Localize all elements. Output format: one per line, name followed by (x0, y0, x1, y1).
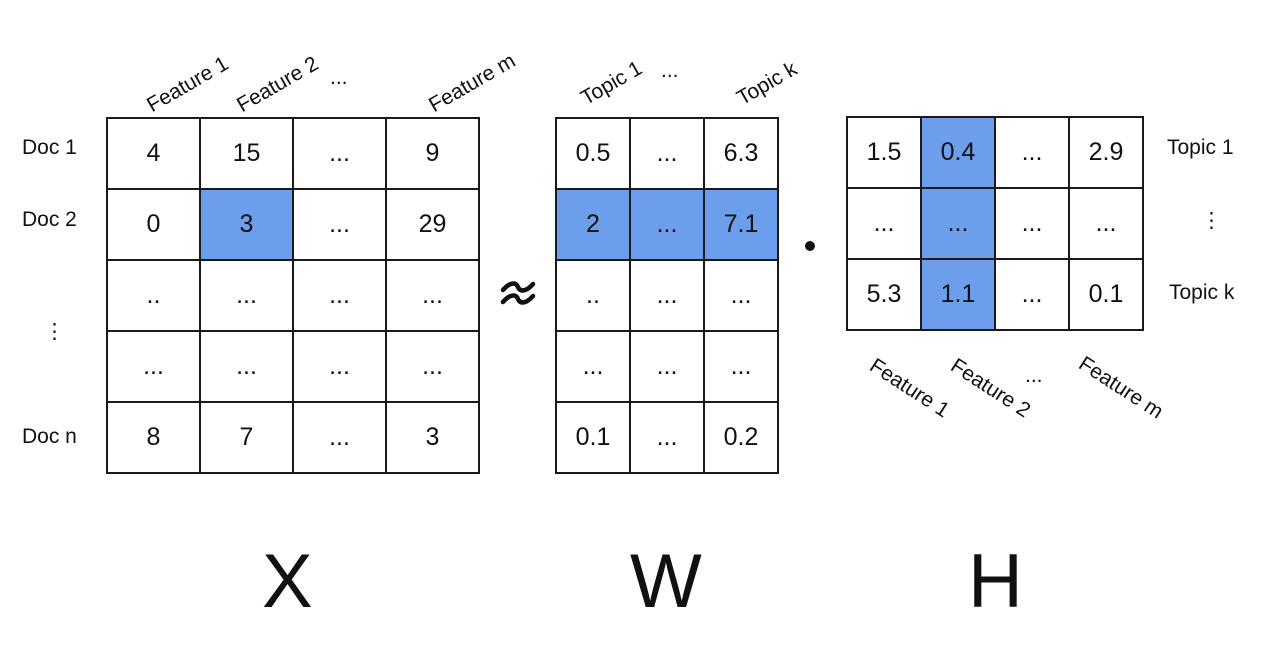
matrix-cell: ... (629, 330, 705, 403)
h-row-label-topic-k: Topic k (1169, 281, 1235, 304)
matrix-row: 8 7 ... 3 (106, 401, 480, 474)
matrix-row: ... ... ... ... (846, 187, 1144, 260)
matrix-x: 4 15 ... 9 0 3 ... 29 .. ... ... ... ...… (106, 117, 480, 474)
matrix-row: 1.5 0.4 ... 2.9 (846, 116, 1144, 189)
matrix-cell: 1.5 (846, 116, 922, 189)
matrix-cell: 5.3 (846, 258, 922, 331)
matrix-cell: ... (199, 259, 294, 332)
matrix-cell: ... (199, 330, 294, 403)
h-col-label-ellipsis: ... (1025, 364, 1043, 387)
matrix-cell-highlighted: ... (629, 188, 705, 261)
matrix-cell: ... (703, 330, 779, 403)
h-col-label-feature-m: Feature m (1074, 352, 1168, 424)
w-col-label-topic-1: Topic 1 (577, 56, 647, 110)
matrix-cell: 3 (385, 401, 480, 474)
x-col-label-feature-2: Feature 2 (233, 52, 323, 117)
matrix-row: ... ... ... (555, 330, 779, 403)
x-row-label-vertical-ellipsis: ⋮ (44, 320, 65, 343)
matrix-row: 0.5 ... 6.3 (555, 117, 779, 190)
matrix-cell: ... (1068, 187, 1144, 260)
matrix-cell: 29 (385, 188, 480, 261)
w-col-label-ellipsis: ... (661, 59, 679, 82)
matrix-row: 0 3 ... 29 (106, 188, 480, 261)
matrix-cell: ... (106, 330, 201, 403)
x-row-label-doc-1: Doc 1 (22, 136, 77, 159)
matrix-cell: 0.1 (555, 401, 631, 474)
x-row-label-doc-n: Doc n (22, 425, 77, 448)
x-row-label-doc-2: Doc 2 (22, 208, 77, 231)
matrix-row: 0.1 ... 0.2 (555, 401, 779, 474)
matrix-cell-highlighted: 0.4 (920, 116, 996, 189)
matrix-cell: ... (994, 187, 1070, 260)
h-row-label-vertical-ellipsis: ⋮ (1201, 209, 1222, 232)
matrix-cell: .. (555, 259, 631, 332)
matrix-row: 5.3 1.1 ... 0.1 (846, 258, 1144, 331)
matrix-cell: 0 (106, 188, 201, 261)
matrix-cell: ... (292, 117, 387, 190)
matrix-cell: 0.2 (703, 401, 779, 474)
h-col-label-feature-2: Feature 2 (946, 354, 1035, 423)
matrix-cell: ... (555, 330, 631, 403)
matrix-cell: ... (292, 330, 387, 403)
matrix-cell: 15 (199, 117, 294, 190)
matrix-cell: 8 (106, 401, 201, 474)
matrix-cell: ... (385, 259, 480, 332)
matrix-cell: ... (385, 330, 480, 403)
matrix-cell-highlighted: 7.1 (703, 188, 779, 261)
approx-symbol (500, 281, 536, 305)
matrix-name-w: W (630, 539, 702, 624)
matrix-cell: ... (846, 187, 922, 260)
matrix-cell-highlighted: 3 (199, 188, 294, 261)
matrix-cell-highlighted: 1.1 (920, 258, 996, 331)
matrix-cell: ... (629, 117, 705, 190)
matrix-cell: 6.3 (703, 117, 779, 190)
matrix-cell: 0.1 (1068, 258, 1144, 331)
x-col-label-ellipsis: ... (330, 66, 348, 89)
h-col-label-feature-1: Feature 1 (865, 354, 954, 423)
matrix-h: 1.5 0.4 ... 2.9 ... ... ... ... 5.3 1.1 … (846, 116, 1144, 331)
w-col-label-topic-k: Topic k (733, 57, 802, 110)
matrix-cell: ... (994, 258, 1070, 331)
matrix-cell: 9 (385, 117, 480, 190)
matrix-cell: ... (629, 401, 705, 474)
matrix-cell: ... (994, 116, 1070, 189)
x-col-label-feature-1: Feature 1 (143, 52, 233, 117)
matrix-row: 4 15 ... 9 (106, 117, 480, 190)
matrix-cell: ... (629, 259, 705, 332)
matrix-row: ... ... ... ... (106, 330, 480, 403)
matrix-row: 2 ... 7.1 (555, 188, 779, 261)
matrix-cell: ... (292, 188, 387, 261)
x-col-label-feature-m: Feature m (425, 49, 520, 117)
matrix-cell: .. (106, 259, 201, 332)
matrix-cell: ... (292, 259, 387, 332)
matrix-w: 0.5 ... 6.3 2 ... 7.1 .. ... ... ... ...… (555, 117, 779, 474)
matrix-cell: ... (292, 401, 387, 474)
matrix-cell: 2.9 (1068, 116, 1144, 189)
matrix-cell: ... (703, 259, 779, 332)
matrix-cell: 0.5 (555, 117, 631, 190)
matrix-cell: 4 (106, 117, 201, 190)
matrix-name-x: X (262, 539, 313, 624)
h-row-label-topic-1: Topic 1 (1167, 136, 1234, 159)
matrix-cell-highlighted: ... (920, 187, 996, 260)
matrix-row: .. ... ... (555, 259, 779, 332)
matrix-cell-highlighted: 2 (555, 188, 631, 261)
matrix-cell: 7 (199, 401, 294, 474)
matrix-row: .. ... ... ... (106, 259, 480, 332)
matrix-name-h: H (968, 539, 1023, 624)
dot-product-symbol (805, 241, 815, 251)
